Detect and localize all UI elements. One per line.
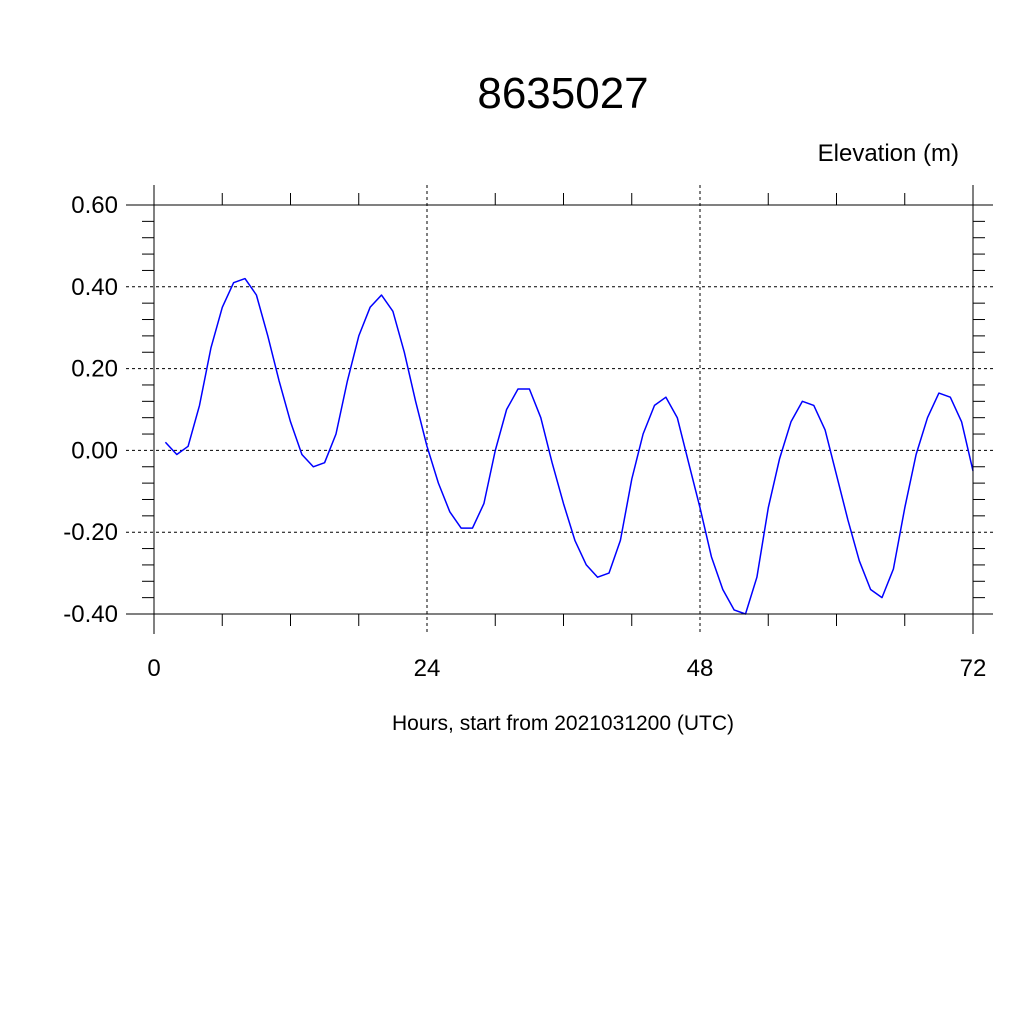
elevation-series-line xyxy=(164,277,974,615)
y-tick-label: 0.40 xyxy=(71,274,118,301)
y-tick-label: -0.20 xyxy=(63,519,118,546)
y-tick-label: 0.60 xyxy=(71,192,118,219)
y-tick-label: 0.00 xyxy=(71,437,118,464)
axes-frame xyxy=(126,185,993,634)
x-tick-label: 72 xyxy=(960,655,987,682)
y-tick-label: -0.40 xyxy=(63,601,118,628)
chart-title: 8635027 xyxy=(477,69,648,118)
y-tick-label: 0.20 xyxy=(71,356,118,383)
x-axis-label: Hours, start from 2021031200 (UTC) xyxy=(392,712,734,735)
x-tick-label: 0 xyxy=(147,655,160,682)
x-tick-label: 24 xyxy=(414,655,441,682)
axis-ticks: -0.40 -0.20 0.00 0.20 0.40 0.60 0 24 48 72 xyxy=(63,192,986,682)
chart-subtitle: Elevation (m) xyxy=(818,140,959,167)
x-tick-label: 48 xyxy=(687,655,714,682)
data-series xyxy=(164,277,974,615)
grid-lines xyxy=(126,185,993,634)
